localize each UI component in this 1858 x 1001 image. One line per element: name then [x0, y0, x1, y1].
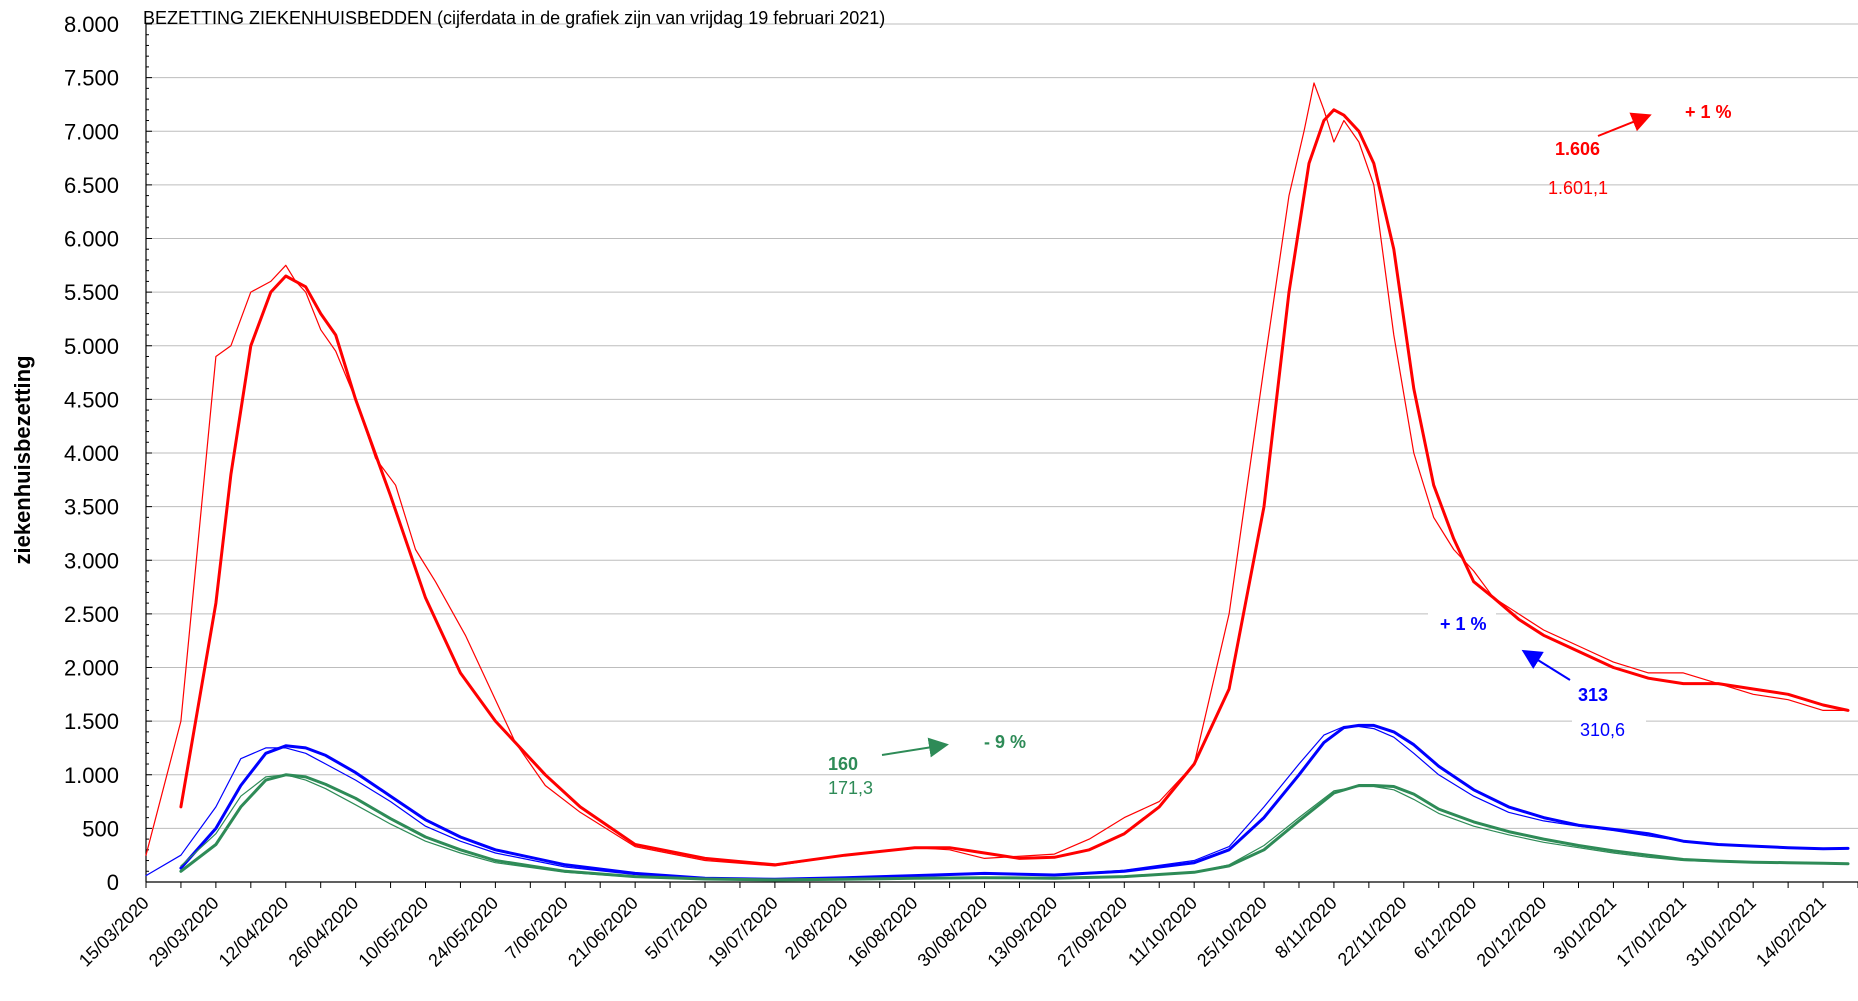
blue-trend-arrow [1521, 649, 1571, 681]
y-tick-label: 2.500 [64, 602, 119, 627]
series-line-1 [179, 108, 1850, 867]
chart-title: BEZETTING ZIEKENHUISBEDDEN (cijferdata i… [143, 8, 885, 28]
x-tick-label: 2/08/2020 [781, 893, 852, 964]
series-lines [145, 82, 1850, 882]
y-tick-label: 4.000 [64, 441, 119, 466]
annotation-label: 1.601,1 [1548, 178, 1608, 198]
y-axis-label: ziekenhuisbezetting [10, 355, 35, 564]
x-tick-label: 19/07/2020 [704, 893, 782, 971]
x-tick-label: 17/01/2021 [1612, 893, 1690, 971]
x-tick-label: 20/12/2020 [1473, 893, 1551, 971]
x-tick-label: 25/10/2020 [1193, 893, 1271, 971]
x-tick-label: 11/10/2020 [1124, 893, 1201, 970]
annotation-box [1572, 711, 1646, 741]
y-tick-label: 3.000 [64, 548, 119, 573]
annotation-label: 1.606 [1555, 139, 1600, 159]
x-tick-label: 21/06/2020 [564, 893, 642, 971]
x-tick-label: 12/04/2020 [215, 893, 293, 971]
y-tick-label: 6.500 [64, 173, 119, 198]
annotation-box [968, 727, 1048, 755]
x-tick-label: 27/09/2020 [1053, 893, 1131, 971]
red-trend-arrow [1597, 112, 1652, 137]
x-tick-label: 8/11/2020 [1271, 893, 1341, 963]
x-tick-label: 15/03/2020 [75, 893, 153, 971]
x-tick-label: 3/01/2021 [1549, 893, 1620, 964]
x-tick-label: 10/05/2020 [354, 893, 432, 971]
series-line-5 [179, 773, 1850, 882]
annotation-box [1672, 97, 1740, 125]
y-tick-label: 0 [107, 870, 119, 895]
x-tick-label: 31/01/2021 [1682, 893, 1760, 971]
y-tick-label: 3.500 [64, 495, 119, 520]
annotation-label: + 1 % [1440, 614, 1487, 634]
y-tick-label: 1.000 [64, 763, 119, 788]
series-line-0 [145, 82, 1849, 867]
x-tick-label: 6/12/2020 [1410, 893, 1481, 964]
x-tick-label: 22/11/2020 [1334, 893, 1411, 970]
x-tick-label: 29/03/2020 [145, 893, 223, 971]
annotation-box [1428, 609, 1496, 637]
y-tick-label: 2.000 [64, 656, 119, 681]
y-tick-label: 5.500 [64, 280, 119, 305]
x-tick-label: 30/08/2020 [914, 893, 992, 971]
green-trend-arrow [881, 737, 949, 758]
y-tick-label: 7.000 [64, 119, 119, 144]
x-tick-label: 16/08/2020 [844, 893, 922, 971]
annotation-label: 171,3 [828, 778, 873, 798]
x-tick-label: 13/09/2020 [983, 893, 1061, 971]
y-tick-label: 6.000 [64, 227, 119, 252]
annotations: 1.606 1.601,1 + 1 % 313 310,6 + 1 % 160 171,3 - … [828, 97, 1740, 798]
y-tick-label: 7.500 [64, 66, 119, 91]
annotation-label: - 9 % [984, 732, 1026, 752]
y-tick-label: 1.500 [64, 709, 119, 734]
y-tick-label: 4.500 [64, 387, 119, 412]
x-tick-label: 7/06/2020 [501, 893, 572, 964]
annotation-label: 313 [1578, 685, 1608, 705]
y-tick-label: 500 [82, 816, 119, 841]
x-tick-label: 5/07/2020 [641, 893, 712, 964]
x-tick-label: 26/04/2020 [285, 893, 363, 971]
y-tick-label: 5.000 [64, 334, 119, 359]
x-tick-label: 24/05/2020 [424, 893, 502, 971]
annotation-label: 310,6 [1580, 720, 1625, 740]
x-tick-label: 14/02/2021 [1752, 893, 1830, 971]
series-line-3 [179, 723, 1850, 881]
annotation-label: 160 [828, 754, 858, 774]
annotation-label: + 1 % [1685, 102, 1732, 122]
y-tick-label: 8.000 [64, 12, 119, 37]
